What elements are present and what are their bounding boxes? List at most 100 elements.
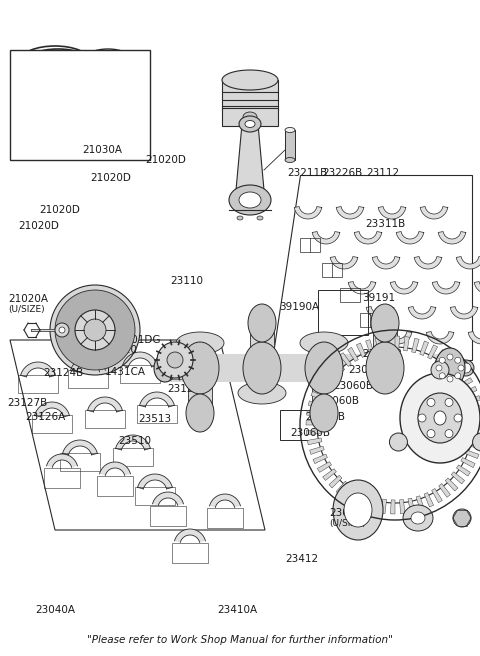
Bar	[32, 415, 72, 433]
Polygon shape	[442, 356, 454, 369]
Ellipse shape	[344, 493, 372, 527]
Text: 23513: 23513	[139, 413, 172, 424]
Polygon shape	[373, 323, 397, 368]
Polygon shape	[400, 499, 405, 514]
Circle shape	[458, 365, 464, 371]
Bar	[113, 448, 153, 466]
Polygon shape	[381, 499, 386, 514]
Text: 23040A: 23040A	[35, 605, 75, 615]
Polygon shape	[88, 397, 122, 412]
Polygon shape	[336, 207, 364, 219]
Polygon shape	[312, 368, 336, 413]
Ellipse shape	[310, 394, 338, 432]
Text: 21020D: 21020D	[18, 221, 59, 232]
Polygon shape	[384, 331, 412, 344]
Text: 23060B: 23060B	[305, 412, 345, 422]
Text: (U/SIZE): (U/SIZE)	[9, 305, 45, 314]
Text: (U/SIZE): (U/SIZE)	[329, 519, 365, 528]
Text: 21030A: 21030A	[83, 144, 122, 155]
Polygon shape	[414, 256, 442, 269]
Polygon shape	[165, 354, 440, 382]
Circle shape	[461, 363, 471, 373]
Polygon shape	[175, 529, 205, 543]
Bar	[300, 238, 320, 252]
Polygon shape	[458, 378, 473, 388]
Text: 21020D: 21020D	[90, 173, 131, 184]
Bar	[318, 290, 368, 335]
Polygon shape	[352, 491, 362, 505]
Polygon shape	[306, 420, 320, 425]
Polygon shape	[438, 232, 466, 244]
Bar	[97, 476, 133, 496]
Polygon shape	[315, 382, 329, 392]
Polygon shape	[465, 450, 479, 459]
Text: 23211B: 23211B	[287, 168, 327, 178]
Polygon shape	[272, 175, 472, 360]
Ellipse shape	[84, 319, 106, 341]
Circle shape	[439, 358, 445, 363]
Text: 39190A: 39190A	[279, 302, 320, 312]
Ellipse shape	[229, 185, 271, 215]
Polygon shape	[390, 281, 418, 294]
Bar	[10, 50, 150, 160]
Text: 39191: 39191	[362, 293, 396, 304]
Polygon shape	[356, 343, 366, 358]
Polygon shape	[344, 486, 355, 501]
Ellipse shape	[333, 480, 383, 540]
Text: 23410A: 23410A	[217, 605, 258, 615]
Polygon shape	[320, 374, 334, 385]
Bar	[150, 506, 186, 526]
Circle shape	[445, 430, 453, 438]
Bar	[322, 263, 342, 277]
Polygon shape	[378, 207, 406, 219]
Polygon shape	[153, 492, 183, 505]
Text: 23112: 23112	[366, 168, 399, 178]
Ellipse shape	[243, 112, 257, 122]
Polygon shape	[470, 425, 480, 430]
Bar	[280, 410, 360, 440]
Text: 23060B: 23060B	[319, 396, 359, 407]
Ellipse shape	[458, 360, 474, 376]
Ellipse shape	[285, 157, 295, 163]
Polygon shape	[467, 441, 480, 449]
Polygon shape	[361, 495, 370, 509]
Ellipse shape	[237, 216, 243, 220]
Bar	[68, 370, 108, 388]
Polygon shape	[21, 362, 55, 377]
Bar	[172, 543, 208, 563]
Polygon shape	[210, 494, 240, 507]
Text: 1601DG: 1601DG	[119, 335, 162, 345]
Polygon shape	[432, 281, 460, 294]
Ellipse shape	[243, 342, 281, 394]
Polygon shape	[236, 124, 264, 190]
Text: 21020D: 21020D	[39, 205, 80, 215]
Text: 23110: 23110	[170, 276, 204, 286]
Polygon shape	[312, 232, 340, 244]
Polygon shape	[323, 469, 336, 480]
Ellipse shape	[389, 433, 408, 451]
Ellipse shape	[300, 332, 348, 354]
Polygon shape	[403, 337, 409, 351]
Bar	[120, 365, 160, 383]
Ellipse shape	[285, 127, 295, 133]
Polygon shape	[408, 498, 415, 512]
Polygon shape	[47, 454, 77, 468]
Polygon shape	[426, 331, 454, 344]
Ellipse shape	[257, 216, 263, 220]
Ellipse shape	[361, 382, 409, 404]
Polygon shape	[308, 401, 323, 408]
Ellipse shape	[434, 411, 446, 425]
Ellipse shape	[176, 332, 224, 354]
Bar	[207, 508, 243, 528]
Ellipse shape	[186, 394, 214, 432]
Polygon shape	[424, 493, 433, 507]
Ellipse shape	[245, 121, 255, 127]
Text: 23060B: 23060B	[290, 428, 330, 438]
Polygon shape	[307, 438, 322, 445]
Polygon shape	[330, 256, 358, 269]
Ellipse shape	[473, 433, 480, 451]
Ellipse shape	[418, 393, 462, 443]
Polygon shape	[116, 435, 150, 450]
Text: 23510: 23510	[118, 436, 151, 446]
Polygon shape	[428, 345, 438, 359]
